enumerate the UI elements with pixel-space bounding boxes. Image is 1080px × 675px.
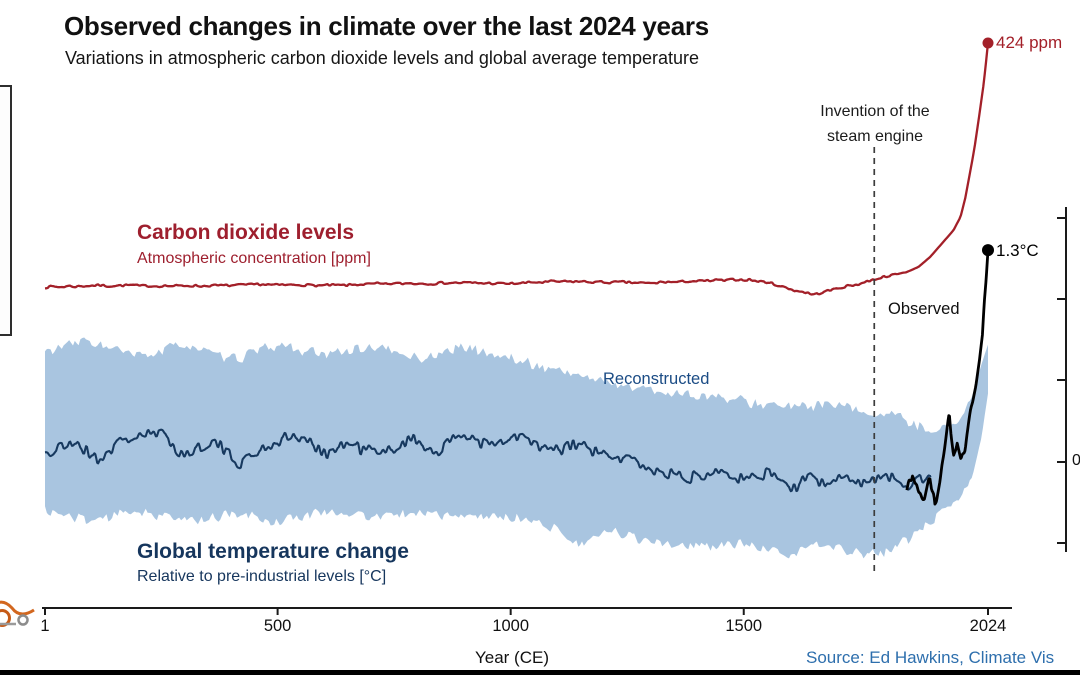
cropped-overlay-box	[0, 85, 12, 336]
x-axis-tick-label: 2024	[969, 617, 1007, 635]
co2-series-label: Carbon dioxide levels	[137, 221, 355, 244]
source-credit: Source: Ed Hawkins, Climate Vis	[806, 648, 1055, 667]
uncertainty-band	[45, 337, 988, 559]
temperature-series-label: Global temperature change	[137, 540, 409, 563]
steam-engine-annotation-line2: steam engine	[826, 128, 924, 145]
partial-logo-stroke	[0, 600, 35, 616]
temperature-endpoint-dot	[982, 244, 994, 257]
partial-logo	[0, 600, 35, 627]
bottom-letterbox-bar	[0, 670, 1080, 675]
x-axis-tick-label: 1500	[725, 617, 763, 635]
x-axis-tick-label: 1000	[492, 617, 530, 635]
x-axis-tick-label: 1	[40, 617, 50, 635]
steam-engine-annotation-line1: Invention of the	[820, 103, 930, 120]
steam-engine-annotation: Invention of the steam engine	[764, 99, 986, 149]
observed-series-label: Observed	[888, 300, 960, 318]
page-title: Observed changes in climate over the las…	[64, 11, 709, 41]
page-subtitle: Variations in atmospheric carbon dioxide…	[65, 48, 700, 68]
x-axis-tick-label: 500	[263, 617, 292, 635]
x-axis-title: Year (CE)	[474, 648, 549, 667]
temperature-endpoint-value: 1.3°C	[996, 241, 1039, 261]
reconstructed-line	[44, 428, 932, 493]
observed-line	[905, 250, 990, 506]
co2-line	[44, 42, 990, 296]
partial-logo-wheel-2	[17, 614, 29, 626]
co2-series-sublabel: Atmospheric concentration [ppm]	[137, 250, 371, 267]
co2-endpoint-value: 424 ppm	[996, 33, 1063, 52]
temperature-series-sublabel: Relative to pre-industrial levels [°C]	[137, 568, 387, 585]
co2-endpoint-dot	[982, 37, 994, 49]
right-axis-partial-label: 0	[1072, 452, 1080, 469]
partial-logo-wheel	[0, 609, 11, 627]
reconstructed-series-label: Reconstructed	[603, 370, 710, 388]
